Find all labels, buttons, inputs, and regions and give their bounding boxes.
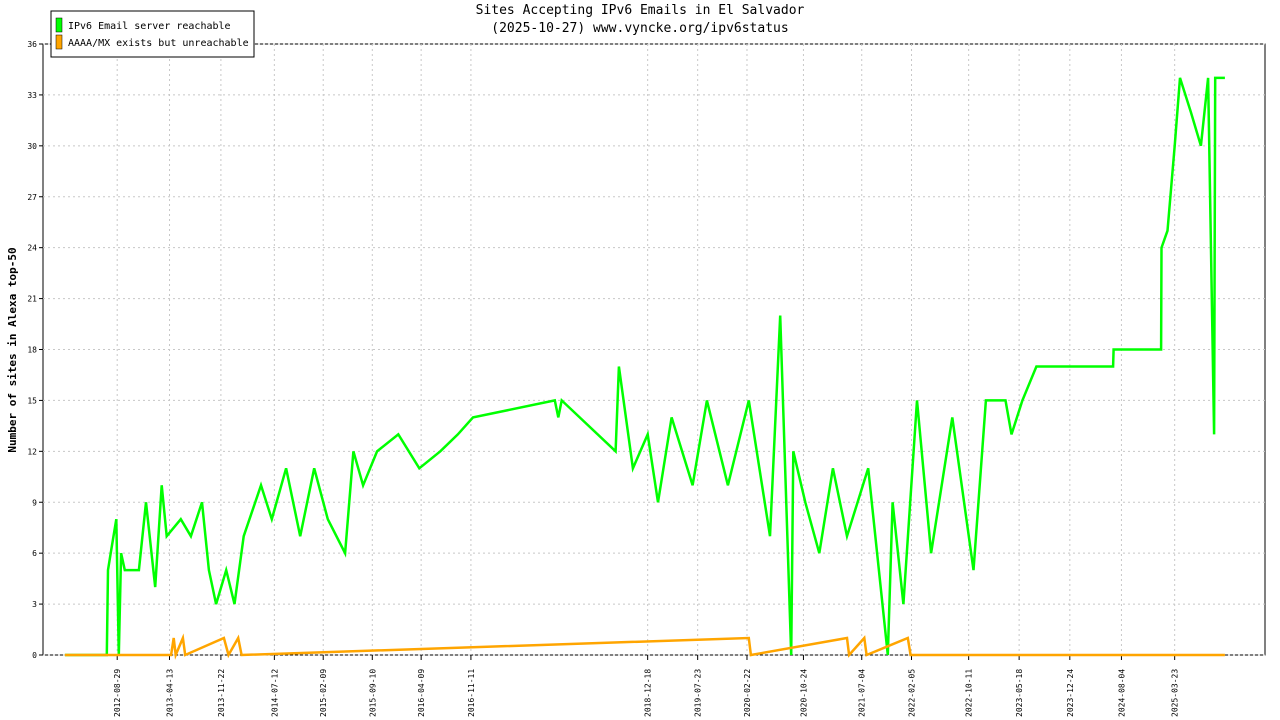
legend-box [50, 10, 255, 58]
y-axis-label: Number of sites in Alexa top-50 [6, 247, 19, 452]
y-tick-label: 18 [27, 346, 37, 355]
x-tick-label: 2018-12-18 [644, 669, 653, 717]
x-tick-label: 2024-08-04 [1117, 669, 1126, 717]
series-line [64, 633, 1225, 660]
x-tick-label: 2021-07-04 [858, 669, 867, 717]
legend-swatch [55, 34, 63, 50]
y-tick-label: 0 [32, 651, 37, 660]
y-tick-label: 15 [27, 396, 37, 405]
legend-swatch [55, 17, 63, 33]
x-tick-label: 2023-05-18 [1015, 669, 1024, 717]
x-tick-label: 2012-08-29 [113, 669, 122, 717]
y-tick-label: 3 [32, 600, 37, 609]
y-tick-label: 24 [27, 244, 37, 253]
x-tick-label: 2020-10-24 [799, 669, 808, 717]
x-tick-label: 2013-11-22 [217, 669, 226, 717]
x-tick-label: 2020-02-22 [743, 669, 752, 717]
y-tick-label: 6 [32, 549, 37, 558]
x-tick-label: 2022-10-11 [965, 669, 974, 717]
legend-label: IPv6 Email server reachable [68, 21, 231, 32]
legend: IPv6 Email server reachable AAAA/MX exist… [50, 10, 255, 58]
y-tick-label: 27 [27, 193, 37, 202]
x-tick-label: 2025-03-23 [1171, 669, 1180, 717]
x-tick-label: 2023-12-24 [1066, 669, 1075, 717]
y-tick-label: 30 [27, 142, 37, 151]
y-tick-label: 36 [27, 40, 37, 49]
x-tick-label: 2015-09-10 [368, 669, 377, 717]
y-tick-label: 9 [32, 498, 37, 507]
legend-label: AAAA/MX exists but unreachable [68, 38, 249, 49]
y-tick-label: 21 [27, 295, 37, 304]
x-tick-label: 2013-04-13 [166, 669, 175, 717]
series-line [64, 76, 1225, 657]
chart-title: Sites Accepting IPv6 Emails in El Salvad… [476, 3, 805, 18]
chart-subtitle: (2025-10-27) www.vyncke.org/ipv6status [491, 21, 788, 36]
y-tick-label: 12 [27, 447, 37, 456]
x-tick-label: 2016-11-11 [467, 669, 476, 717]
x-tick-label: 2022-02-05 [908, 669, 917, 717]
x-tick-label: 2016-04-09 [417, 669, 426, 717]
x-tick-label: 2015-02-09 [319, 669, 328, 717]
x-tick-label: 2019-07-23 [694, 669, 703, 717]
y-tick-label: 33 [27, 91, 37, 100]
x-tick-label: 2014-07-12 [270, 669, 279, 717]
